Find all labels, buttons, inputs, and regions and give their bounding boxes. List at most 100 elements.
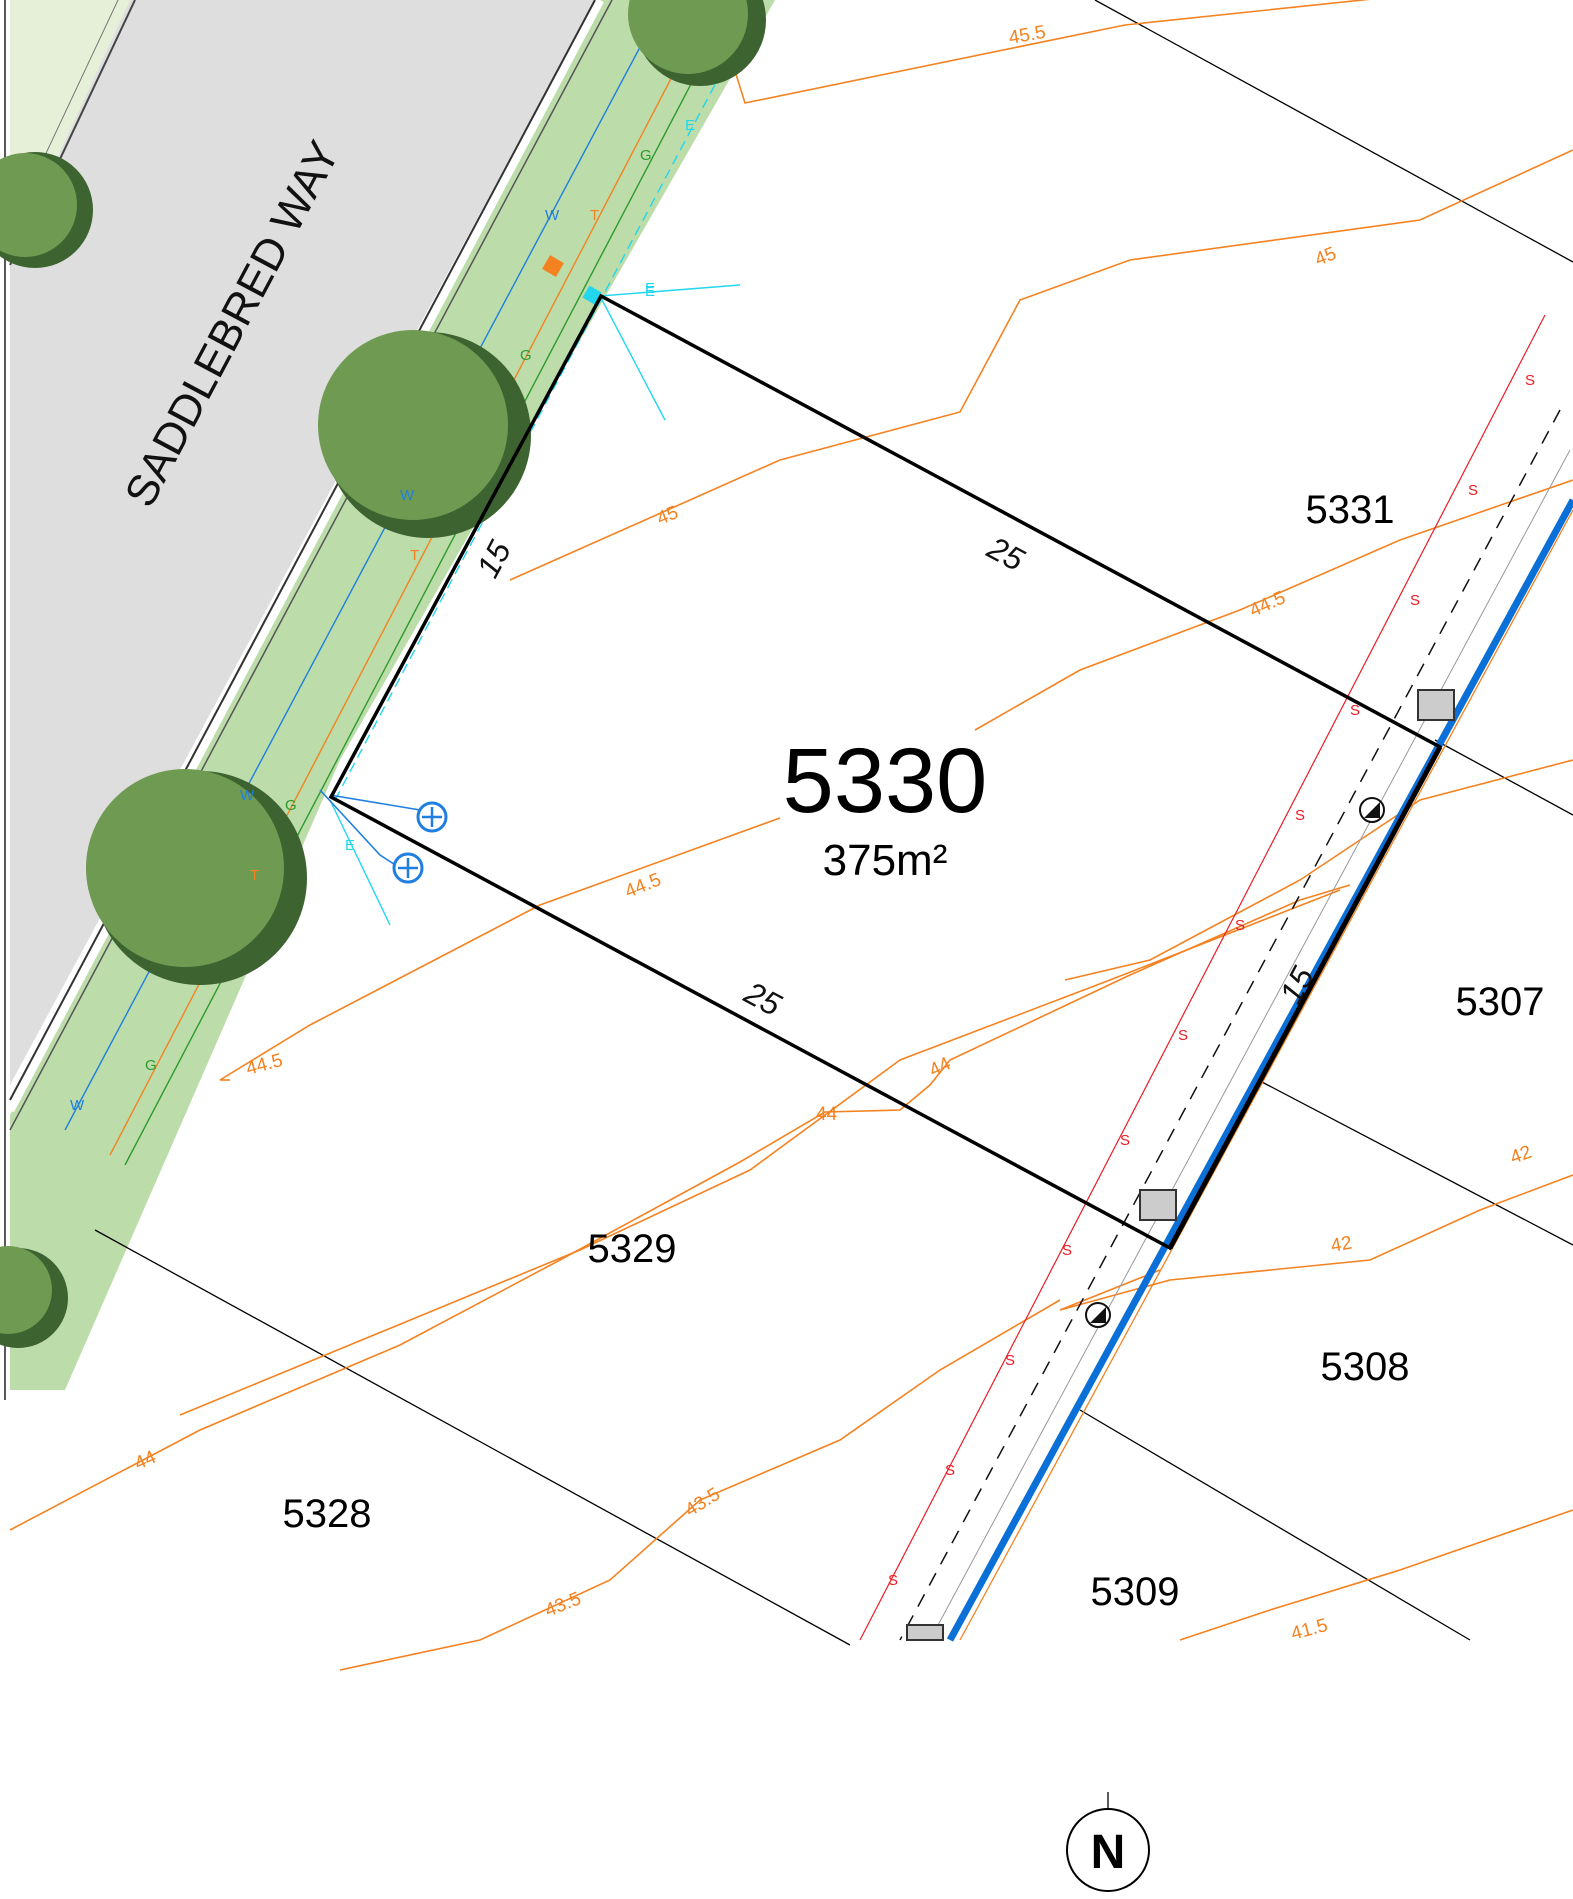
service-connections: E <box>319 255 741 926</box>
contour-44-right <box>1064 759 1573 981</box>
tree-icon <box>86 769 307 985</box>
tree-icon <box>0 1246 68 1348</box>
boundary-5307-5308 <box>1261 1081 1573 1246</box>
sewer-junction-pits <box>906 689 1455 1641</box>
gas-code: G <box>285 797 297 814</box>
boundary-5329-5328 <box>94 1229 851 1646</box>
contour-label: 44.5 <box>244 1050 285 1080</box>
electric-lead <box>599 295 666 421</box>
contour-label: 44 <box>816 1104 838 1125</box>
electric-code: E <box>645 283 655 300</box>
manhole-icon <box>1085 1302 1111 1328</box>
contour-lines <box>9 0 1573 1671</box>
north-arrow: N <box>1066 1792 1150 1892</box>
tree-icon <box>318 330 531 538</box>
tree-icon <box>0 152 93 268</box>
sewer-labels: S S S S S S S S S S S S <box>888 372 1535 1589</box>
telecom-code: T <box>250 867 259 884</box>
stormwater-drain <box>946 498 1573 1642</box>
contour-label: 44.5 <box>1246 587 1288 621</box>
water-meter-icon <box>416 801 448 833</box>
contour-label: 42 <box>1329 1233 1353 1257</box>
footpath-line <box>9 0 613 1131</box>
lot-number: 5329 <box>588 1227 677 1271</box>
contour-43-5-low <box>339 1299 1061 1671</box>
contour-41-5 <box>1179 1509 1573 1641</box>
contour-label: 42 <box>1508 1142 1535 1169</box>
electric-main <box>334 0 761 801</box>
tree-icon <box>628 0 766 86</box>
street-trees <box>0 0 766 1348</box>
verge <box>10 0 775 1390</box>
sewer-code: S <box>1410 592 1420 609</box>
boundary-5308-5309 <box>1079 1409 1471 1641</box>
electric-code: E <box>645 280 655 297</box>
lot-number: 5331 <box>1306 488 1395 532</box>
water-code: W <box>70 1097 85 1114</box>
sewer-code: S <box>1525 372 1535 389</box>
sewer-code: S <box>1120 1132 1130 1149</box>
rear-easement: S S S S S S S S S S S S <box>859 314 1573 1642</box>
dimension-left: 15 <box>469 535 518 584</box>
gas-code: G <box>145 1057 157 1074</box>
contour-45-top <box>509 149 1573 581</box>
manhole-icon <box>1359 797 1385 823</box>
sewer-code: S <box>888 1572 898 1589</box>
sewer-code: S <box>1062 1242 1072 1259</box>
contour-42 <box>1059 1174 1573 1311</box>
contour-label: 43.5 <box>542 1588 584 1621</box>
easement-edge <box>929 449 1571 1641</box>
contour-43-5 <box>179 889 1341 1416</box>
lot-number: 5308 <box>1321 1345 1410 1389</box>
sewer-code: S <box>1295 807 1305 824</box>
electric-code: E <box>345 837 355 854</box>
lot-number: 5309 <box>1091 1570 1180 1614</box>
telecom-code: T <box>410 547 419 564</box>
electric-lead <box>599 284 741 297</box>
sewer-code: S <box>1235 917 1245 934</box>
contour-label: 44 <box>926 1053 955 1081</box>
lot-number-main: 5330 <box>783 730 988 832</box>
contour-45-5 <box>729 0 1371 104</box>
north-arrow-circle <box>1066 1808 1150 1892</box>
dimension-top: 25 <box>981 529 1030 578</box>
gas-code: G <box>520 347 532 364</box>
contour-44-5-top <box>974 479 1573 731</box>
water-meter-icon <box>392 852 424 884</box>
lot-number: 5307 <box>1456 980 1545 1024</box>
gas-code: G <box>640 147 652 164</box>
sewer-code: S <box>1350 702 1360 719</box>
sewer-line <box>859 314 1546 1641</box>
dimension-bottom: 25 <box>738 974 787 1023</box>
sewer-code: S <box>1005 1352 1015 1369</box>
contour-label: 44 <box>131 1447 159 1475</box>
sewer-code: S <box>945 1462 955 1479</box>
contour-44-5-mid <box>219 817 781 1081</box>
water-code: W <box>545 207 560 224</box>
service-labels: W W W W T T T G G G G E E E <box>70 117 695 1114</box>
water-code: W <box>240 787 255 804</box>
easement-centreline <box>899 409 1561 1641</box>
junction-pit-icon <box>906 1624 944 1641</box>
electric-lead <box>329 799 391 926</box>
contour-44-mid <box>9 884 1351 1531</box>
subject-lot-5330[interactable] <box>328 293 1443 1251</box>
junction-pit-icon <box>1417 689 1455 721</box>
road-reserve <box>6 0 775 1390</box>
telecom-code: T <box>590 207 599 224</box>
contour-label: 45.5 <box>1007 22 1047 49</box>
contour-label: 43.5 <box>682 1484 724 1521</box>
lot-5330-front-highlight <box>1167 745 1443 1250</box>
contour-label: 41.5 <box>1289 1615 1330 1645</box>
contour-label: 45 <box>1312 243 1339 270</box>
lot-number: 5328 <box>283 1492 372 1536</box>
lot-area: 375m² <box>823 836 948 885</box>
junction-pit-icon <box>1139 1189 1177 1221</box>
sewer-code: S <box>1468 482 1478 499</box>
north-arrow-label: N <box>1091 1826 1126 1879</box>
electric-pit-icon <box>582 285 602 305</box>
telecom-pit-icon <box>542 255 564 277</box>
sewer-code: S <box>1178 1027 1188 1044</box>
contour-along-drain <box>959 509 1573 1641</box>
